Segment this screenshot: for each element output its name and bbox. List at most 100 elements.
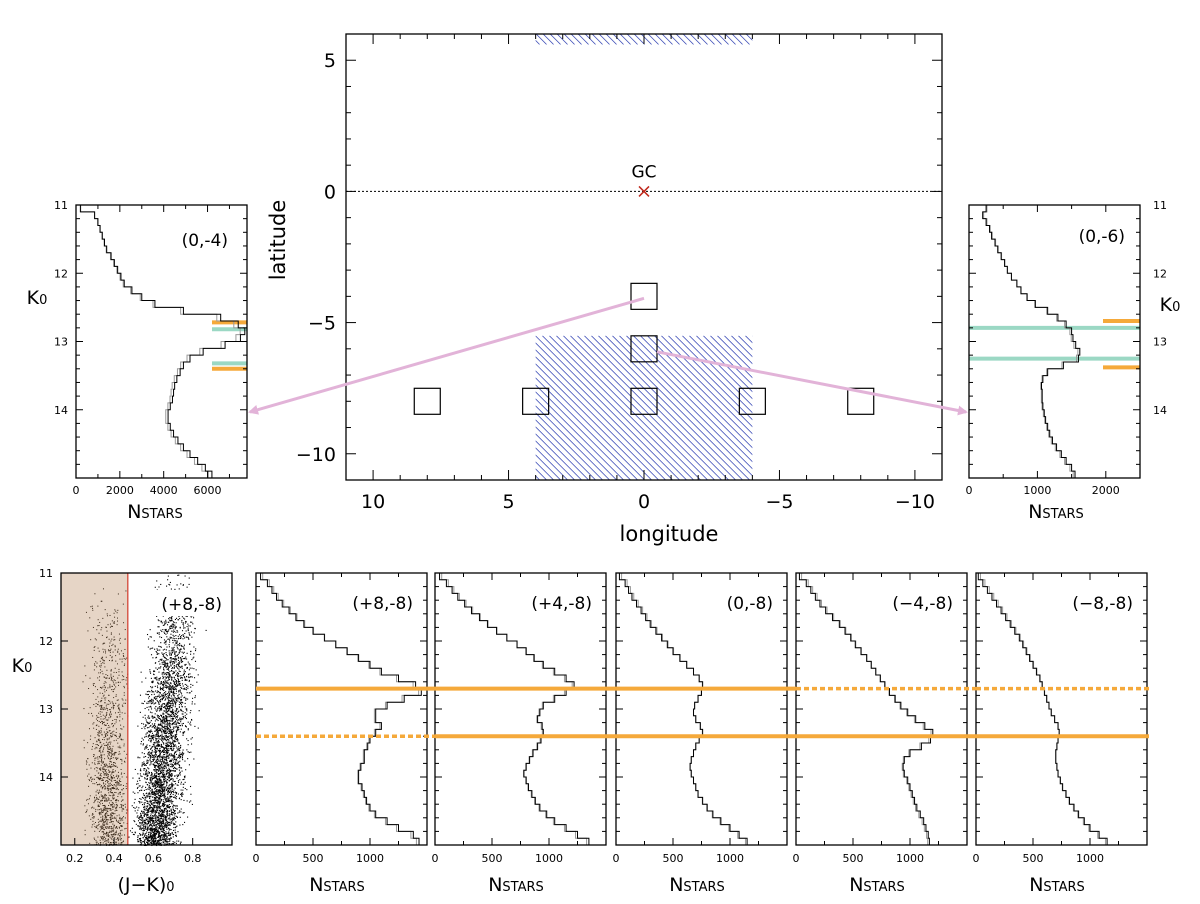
cmd-point bbox=[148, 751, 151, 753]
hatch-line bbox=[535, 391, 624, 480]
cmd-point bbox=[164, 793, 166, 795]
cmd-point bbox=[153, 691, 155, 693]
cmd-point-fg bbox=[106, 831, 108, 833]
cmd-point bbox=[174, 812, 176, 814]
cmd-point bbox=[163, 669, 165, 671]
cmd-point bbox=[152, 691, 154, 693]
cmd-point-fg bbox=[89, 842, 91, 844]
cmd-point-fg bbox=[113, 762, 115, 764]
cmd-point bbox=[172, 687, 174, 689]
cmd-point bbox=[137, 783, 139, 785]
cmd-point bbox=[160, 761, 162, 763]
hatch-line bbox=[522, 34, 532, 44]
cmd-point bbox=[175, 685, 177, 687]
cmd-point bbox=[166, 837, 168, 839]
cmd-point bbox=[173, 756, 175, 758]
cmd-point bbox=[167, 736, 169, 738]
cmd-point-fg bbox=[94, 797, 96, 799]
cmd-point bbox=[178, 670, 180, 672]
cmd-point bbox=[139, 822, 141, 824]
cmd-point bbox=[172, 637, 174, 639]
cmd-point bbox=[171, 661, 173, 663]
cmd-point bbox=[154, 762, 156, 764]
cmd-point bbox=[190, 686, 192, 688]
cmd-point bbox=[144, 798, 146, 800]
cmd-point bbox=[175, 711, 177, 713]
cmd-point-fg bbox=[103, 783, 105, 785]
cmd-point-fg bbox=[106, 708, 108, 710]
cmd-point bbox=[170, 790, 172, 792]
cmd-point bbox=[155, 739, 157, 741]
cmd-point bbox=[170, 690, 172, 692]
cmd-point bbox=[169, 682, 172, 684]
cmd-point bbox=[160, 734, 162, 736]
cmd-point bbox=[150, 793, 152, 795]
cmd-point bbox=[155, 818, 157, 820]
cmd-point bbox=[178, 616, 180, 618]
cmd-point bbox=[168, 768, 171, 771]
cmd-point bbox=[141, 819, 144, 821]
cmd-point bbox=[178, 680, 180, 683]
cmd-point bbox=[157, 717, 160, 719]
cmd-point bbox=[142, 816, 144, 819]
cmd-point bbox=[147, 802, 149, 804]
cmd-point bbox=[157, 799, 159, 801]
cmd-point bbox=[165, 766, 167, 768]
cmd-point bbox=[168, 638, 170, 640]
cmd-point-fg bbox=[102, 818, 104, 820]
cmd-point bbox=[158, 792, 160, 794]
cmd-point bbox=[165, 682, 167, 684]
cmd-point bbox=[157, 764, 159, 766]
cmd-point bbox=[156, 692, 158, 694]
cmd-point bbox=[175, 832, 177, 834]
cmd-point bbox=[133, 820, 135, 822]
cmd-point-fg bbox=[110, 818, 112, 820]
cmd-point-fg bbox=[116, 787, 118, 789]
cmd-point bbox=[171, 732, 173, 734]
cmd-point bbox=[141, 722, 143, 725]
cmd-point-fg bbox=[88, 728, 90, 730]
cmd-point bbox=[160, 775, 162, 777]
cmd-point bbox=[170, 748, 172, 750]
cmd-point-fg bbox=[109, 626, 111, 628]
cmd-point-fg bbox=[112, 705, 114, 707]
cmd-point bbox=[169, 617, 171, 619]
cmd-point-fg bbox=[109, 782, 111, 784]
cmd-point bbox=[166, 835, 168, 837]
cmd-point bbox=[158, 760, 160, 762]
cmd-point bbox=[171, 711, 173, 714]
cmd-point bbox=[169, 840, 171, 842]
cmd-point bbox=[177, 756, 180, 758]
cmd-point bbox=[174, 734, 176, 736]
cmd-point bbox=[193, 656, 195, 658]
cmd-point bbox=[171, 689, 173, 691]
cmd-point bbox=[155, 790, 157, 792]
cmd-point bbox=[160, 789, 162, 791]
cmd-point-fg bbox=[108, 836, 110, 838]
cmd-point bbox=[146, 777, 148, 780]
cmd-point bbox=[175, 798, 177, 800]
cmd-point bbox=[194, 697, 196, 699]
cmd-point bbox=[172, 639, 174, 641]
cmd-point bbox=[185, 615, 187, 617]
cmd-point bbox=[162, 770, 164, 772]
cmd-point-fg bbox=[98, 720, 100, 722]
cmd-point-fg bbox=[94, 748, 96, 750]
cmd-point bbox=[170, 778, 172, 780]
cmd-point bbox=[170, 704, 172, 706]
cmd-point bbox=[157, 782, 159, 784]
cmd-point bbox=[174, 738, 176, 740]
cmd-point bbox=[174, 710, 176, 712]
cmd-point-fg bbox=[105, 626, 107, 628]
cmd-point bbox=[174, 735, 176, 737]
cmd-point bbox=[170, 753, 172, 755]
cmd-point bbox=[169, 797, 171, 799]
cmd-point bbox=[151, 789, 154, 791]
cmd-point bbox=[146, 760, 148, 762]
cmd-point bbox=[158, 791, 161, 793]
cmd-point bbox=[141, 796, 144, 799]
cmd-point-fg bbox=[110, 749, 112, 751]
cmd-point bbox=[144, 707, 146, 710]
cmd-point bbox=[159, 819, 161, 821]
cmd-point bbox=[161, 630, 163, 633]
